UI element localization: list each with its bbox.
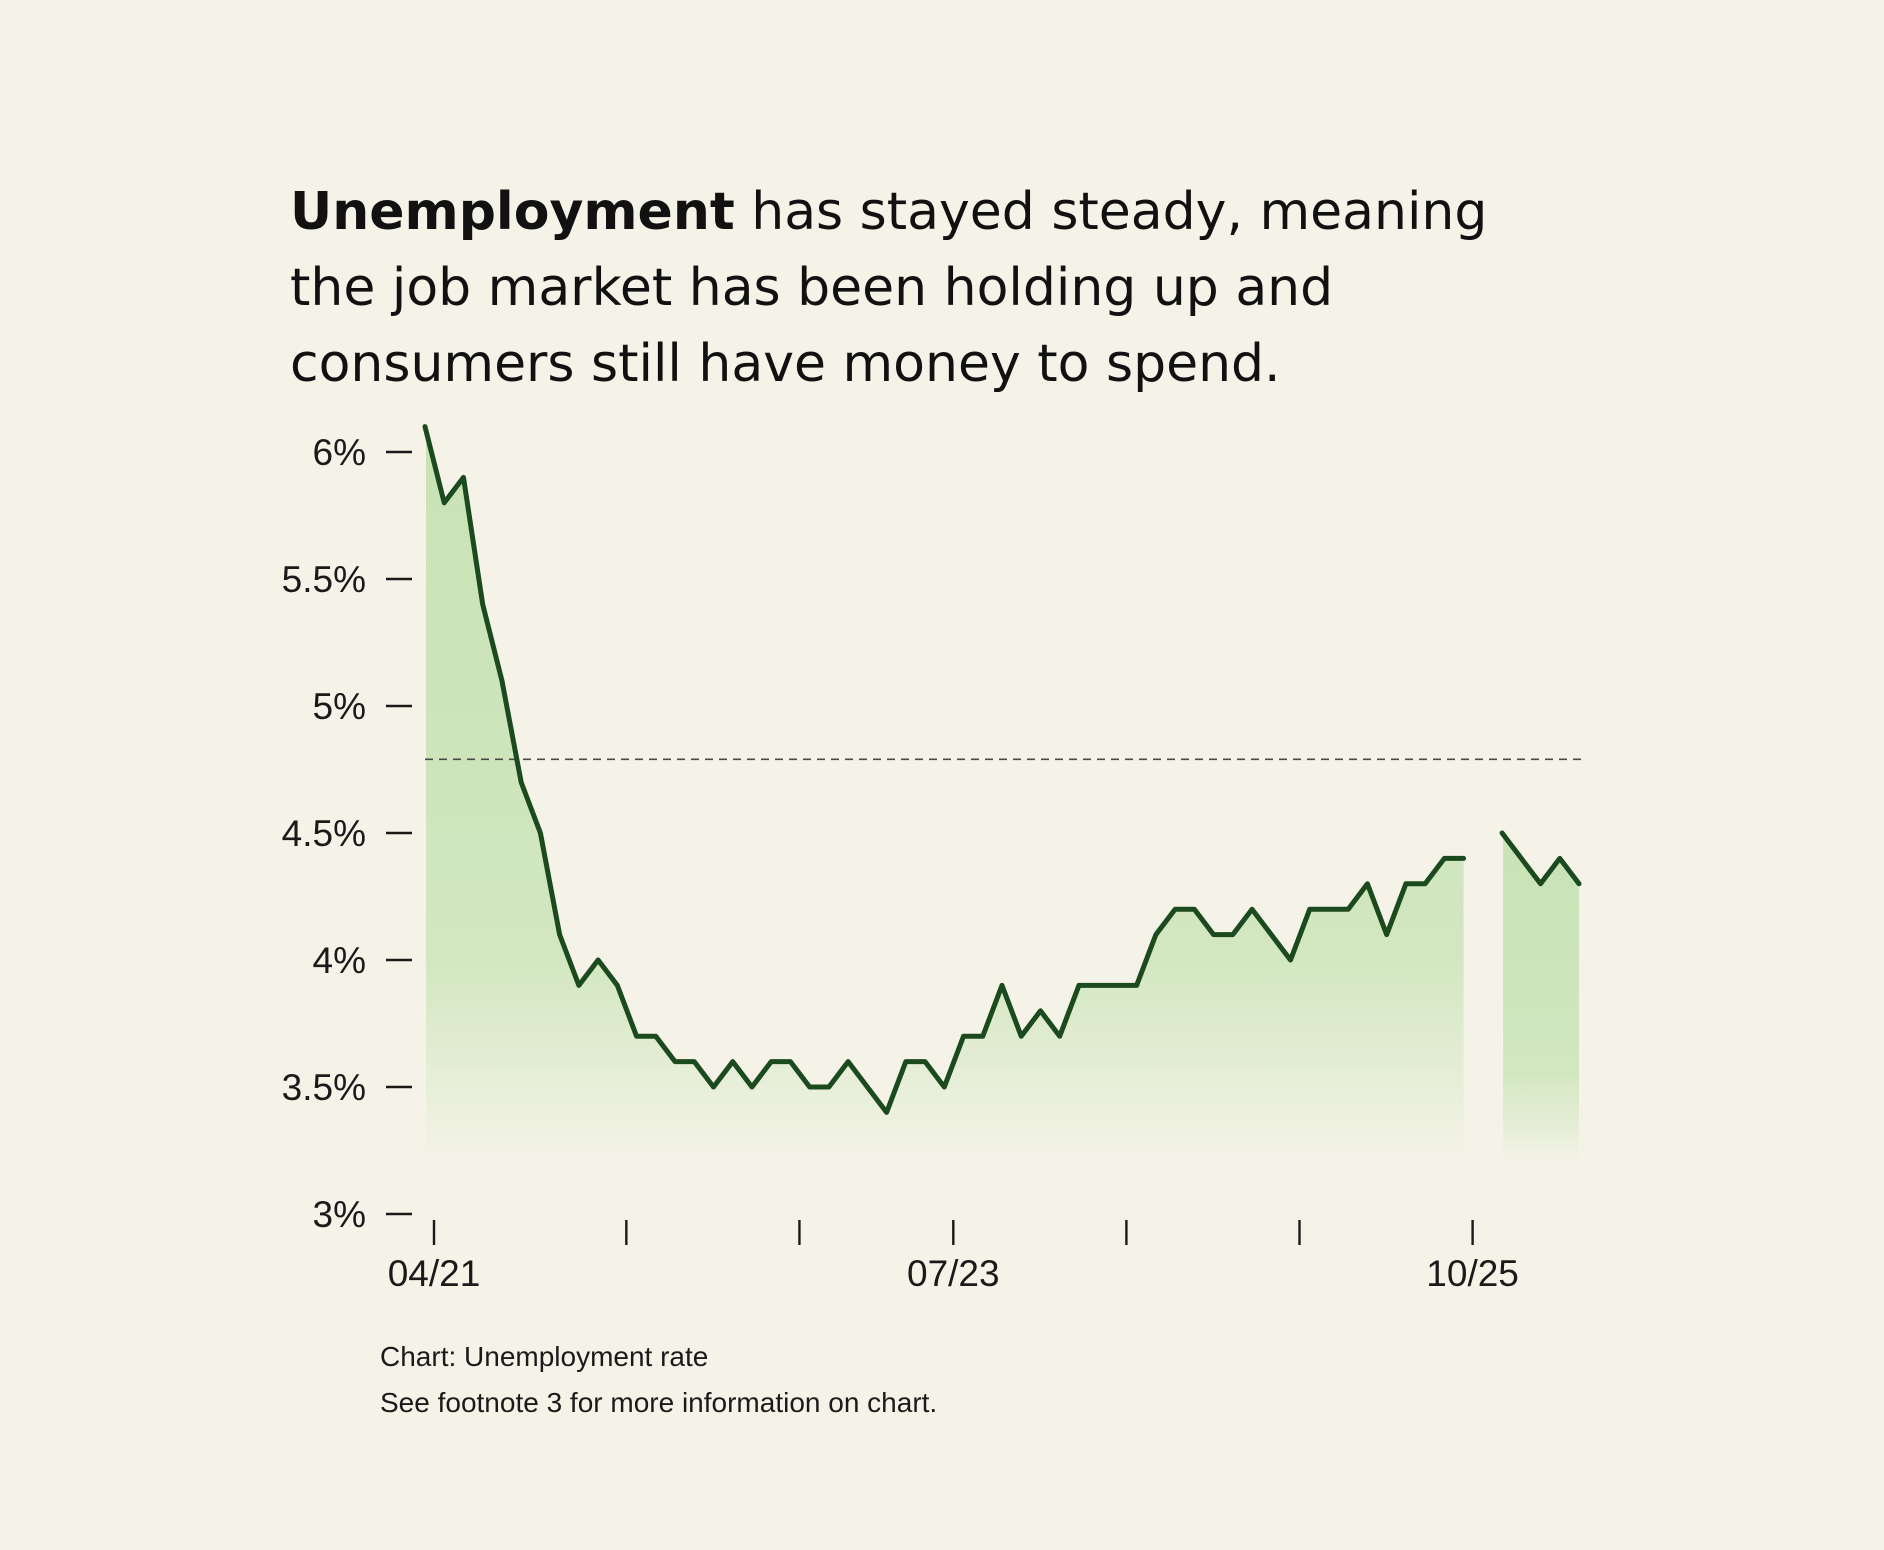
headline-line-1-rest: has stayed steady, meaning [735, 182, 1488, 242]
x-axis: 04/21 07/23 10/25 [388, 1220, 1519, 1294]
x-tick-label: 04/21 [388, 1253, 481, 1294]
area-fill-segment-2 [1503, 833, 1579, 1166]
headline-line-3: consumers still have money to spend. [290, 334, 1281, 394]
caption-line-1: Chart: Unemployment rate [380, 1341, 708, 1372]
area-fill-segment-1 [426, 426, 1464, 1167]
y-tick-label: 4.5% [282, 813, 366, 854]
headline-line-2: the job market has been holding up and [290, 258, 1333, 318]
headline-bold-word: Unemployment [290, 182, 735, 242]
headline-line-1: Unemployment has stayed steady, meaning [290, 182, 1487, 242]
x-tick-label: 10/25 [1426, 1253, 1519, 1294]
area-fill-group [426, 426, 1579, 1167]
series-line-group [422, 424, 1582, 1115]
y-tick-label: 3.5% [282, 1067, 366, 1108]
y-tick-label: 3% [313, 1194, 366, 1235]
y-axis: 6% 5.5% 5% 4.5% 4% 3.5% 3% [282, 432, 412, 1235]
y-tick-label: 6% [313, 432, 366, 473]
y-tick-label: 5.5% [282, 559, 366, 600]
y-tick-label: 5% [313, 686, 366, 727]
caption-line-2: See footnote 3 for more information on c… [380, 1387, 937, 1418]
y-tick-label: 4% [313, 940, 366, 981]
x-tick-label: 07/23 [907, 1253, 1000, 1294]
